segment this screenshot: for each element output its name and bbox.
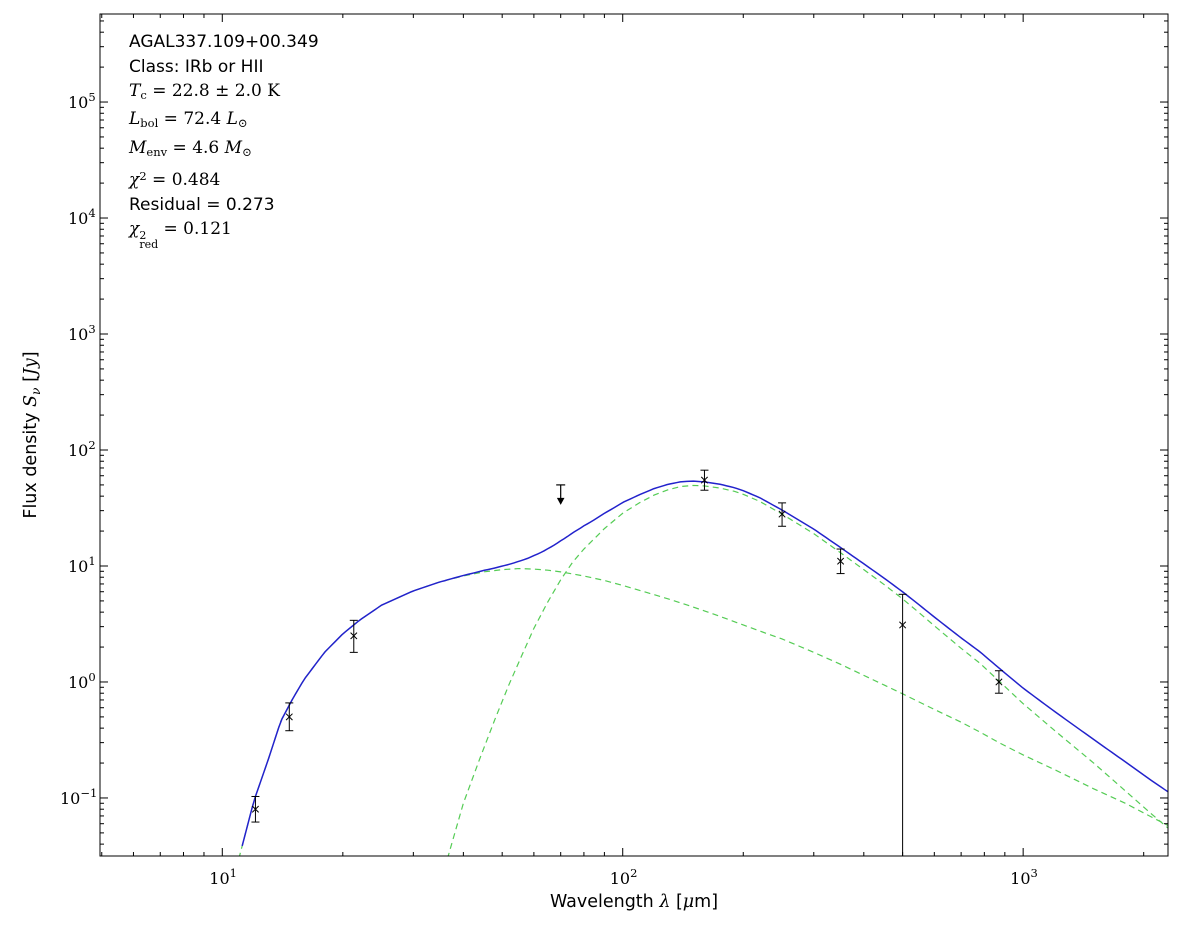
y-tick-label: 103: [68, 322, 96, 344]
total-model-curve: [241, 480, 1168, 847]
plot-background: [100, 14, 1168, 856]
model-curves: [238, 480, 1168, 856]
annotation-segment: c: [140, 87, 147, 102]
annotation-line: Lbol = 72.4 L⊙: [129, 107, 319, 135]
y-tick-label: 102: [68, 438, 96, 460]
annotation-segment: M: [129, 137, 147, 158]
annotation-segment: L: [129, 109, 141, 130]
annotation-line: Tc = 22.8 ± 2.0 K: [129, 79, 319, 107]
axis-ticks: [100, 14, 1168, 856]
annotation-segment: 2: [139, 169, 147, 184]
x-marker: [700, 476, 709, 484]
plot-area: [100, 14, 1168, 856]
x-tick-label: 103: [1010, 866, 1038, 888]
annotation-segment: M: [224, 137, 243, 158]
y-tick-label: 100: [68, 670, 96, 692]
annotation-segment: χ: [129, 170, 140, 191]
annotation-segment: bol: [140, 116, 159, 131]
annotation-segment: env: [146, 144, 168, 159]
x-axis-label: Wavelength λ [μm]: [550, 892, 718, 912]
x-marker: [899, 621, 907, 629]
x-marker: [837, 557, 845, 565]
x-tick-label: 102: [610, 866, 638, 888]
annotation-segment: AGAL337.109+00.349: [129, 32, 319, 52]
annotation-segment: ⊙: [242, 144, 252, 159]
annotation-line: χ2 = 0.484: [129, 164, 319, 193]
annotation-segment: χ: [129, 219, 140, 240]
annotation-line: Class: IRb or HII: [129, 55, 319, 80]
tick-labels: 101 102 103 105 104 103 102 101 100 10−1: [60, 90, 1038, 888]
annotation-line: Residual = 0.273: [129, 193, 319, 218]
axes-frame: [99, 13, 1169, 857]
annotation-segment: ⊙: [237, 116, 248, 131]
annotation-line: Menv = 4.6 M⊙: [129, 136, 319, 164]
annotation-line: χ 2 red = 0.121: [129, 217, 319, 252]
axis-labels: Wavelength λ [μm] Flux density Sν [Jy]: [21, 351, 718, 912]
x-tick-label: 101: [209, 866, 237, 888]
x-marker: [350, 632, 358, 640]
annotation-segment: = 0.484: [146, 170, 221, 191]
x-marker: [995, 678, 1003, 686]
component-curve: [447, 484, 1168, 856]
x-marker: [285, 713, 293, 721]
plot-frame: [99, 13, 1169, 857]
down-arrow-icon: [556, 497, 565, 505]
stacked-sup-sub: 2 red: [139, 229, 159, 252]
y-tick-label: 10−1: [60, 786, 97, 808]
annotation-segment: T: [129, 81, 141, 101]
annotation-segment: = 4.6: [167, 137, 225, 158]
annotation-segment: = 72.4: [158, 109, 227, 130]
annotation-segment: = 0.121: [158, 219, 232, 240]
y-tick-label: 104: [68, 206, 96, 228]
fit-parameters-annotation: AGAL337.109+00.349 Class: IRb or HII Tc = …: [129, 30, 319, 252]
annotation-segment: Residual = 0.273: [129, 194, 275, 215]
annotation-segment: = 22.8 ± 2.0 K: [146, 81, 280, 101]
x-marker: [778, 510, 786, 518]
y-axis-label: Flux density Sν [Jy]: [21, 351, 43, 518]
y-tick-label: 105: [68, 90, 96, 112]
annotation-line: AGAL337.109+00.349: [129, 30, 319, 55]
annotation-segment: L: [226, 109, 238, 130]
annotation-segment: Class: IRb or HII: [129, 56, 264, 77]
data-points: [251, 469, 1003, 856]
y-tick-label: 101: [68, 554, 96, 576]
x-marker: [251, 805, 259, 813]
